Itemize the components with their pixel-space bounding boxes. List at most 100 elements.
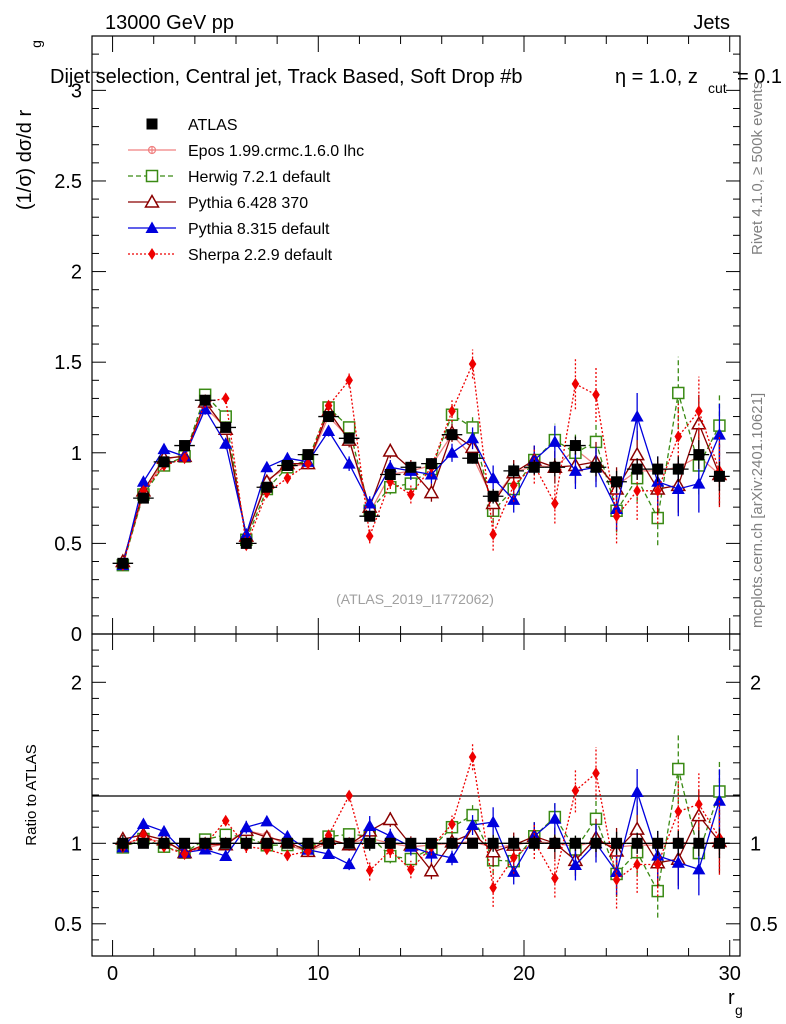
data-point <box>508 837 520 849</box>
data-point <box>304 457 312 470</box>
main-y-tick-label: 2.5 <box>54 171 82 193</box>
data-point <box>548 812 562 824</box>
data-point <box>631 837 643 849</box>
analysis-id: (ATLAS_2019_I1772062) <box>336 591 494 607</box>
data-point <box>631 463 643 475</box>
legend-item: Epos 1.99.crmc.1.6.0 lhc <box>128 143 364 160</box>
series-line <box>122 768 721 894</box>
data-point <box>674 805 683 818</box>
data-point <box>672 386 685 400</box>
data-point <box>633 484 641 497</box>
data-point <box>323 837 335 849</box>
data-point <box>382 442 399 457</box>
data-point <box>448 405 456 418</box>
data-point <box>343 837 355 849</box>
x-tick-label: 10 <box>307 963 329 985</box>
data-point <box>691 415 707 430</box>
series-line <box>122 392 720 566</box>
data-point <box>423 862 440 877</box>
plot-title-tail: = 0.1 <box>737 66 782 88</box>
data-point <box>260 814 274 827</box>
data-point <box>630 785 644 797</box>
data-point <box>405 461 417 473</box>
data-point <box>712 428 726 440</box>
legend-marker <box>147 145 157 155</box>
main-y-tick-label: 0.5 <box>54 533 82 555</box>
data-point <box>382 811 399 826</box>
main-y-label-sub: g <box>28 40 44 48</box>
data-point <box>219 437 233 449</box>
data-point <box>713 470 725 482</box>
data-point <box>571 784 580 797</box>
data-point <box>693 449 705 461</box>
data-point <box>568 464 582 476</box>
data-point <box>281 837 293 849</box>
data-point <box>158 837 170 849</box>
data-point <box>179 440 191 452</box>
legend-marker <box>144 193 160 208</box>
main-y-tick-label: 0 <box>71 624 82 646</box>
data-point <box>157 824 171 837</box>
data-point <box>136 817 150 829</box>
legend-item: Pythia 6.428 370 <box>128 193 308 212</box>
data-point <box>158 456 170 468</box>
data-point <box>489 881 497 894</box>
data-point <box>692 862 706 875</box>
data-point <box>364 837 376 849</box>
data-point <box>446 429 458 441</box>
category-label: Jets <box>693 12 730 34</box>
data-point <box>302 837 314 849</box>
data-point <box>220 421 232 433</box>
data-point <box>468 357 477 370</box>
data-point <box>240 837 252 849</box>
data-point <box>671 482 685 495</box>
rivet-label: Rivet 4.1.0, ≥ 500k events <box>749 82 766 255</box>
data-point <box>590 837 602 849</box>
data-point <box>345 789 353 802</box>
plot-title-eta: η = 1.0, z <box>615 66 698 88</box>
data-point <box>611 476 623 488</box>
ratio-series-group <box>112 733 730 918</box>
data-point <box>139 484 148 497</box>
data-point <box>364 510 376 522</box>
legend-marker-cross <box>148 146 156 154</box>
ratio-y-tick-label-right: 0.5 <box>750 914 778 936</box>
data-point <box>157 442 171 455</box>
data-point <box>283 849 292 862</box>
data-point <box>117 557 129 569</box>
data-point <box>590 461 602 473</box>
legend-label: Pythia 6.428 370 <box>188 195 308 212</box>
series-line <box>122 361 721 566</box>
data-point <box>528 837 540 849</box>
x-tick-label: 20 <box>513 963 535 985</box>
data-point <box>261 837 273 849</box>
data-point <box>629 821 645 835</box>
x-label: r <box>728 987 735 1009</box>
data-point <box>468 750 477 763</box>
data-point <box>611 837 623 849</box>
data-point <box>322 847 336 860</box>
ratio-plot-frame <box>91 633 741 957</box>
data-point <box>179 837 191 849</box>
data-point <box>551 497 559 510</box>
data-point <box>568 858 582 870</box>
data-point <box>365 530 374 543</box>
data-point <box>692 477 706 489</box>
legend-marker <box>148 248 156 260</box>
data-point <box>629 446 645 461</box>
plot-title-sub: cut <box>708 80 727 96</box>
data-point <box>342 857 356 870</box>
data-point <box>221 392 230 405</box>
data-point <box>220 837 232 849</box>
data-point <box>569 837 581 849</box>
data-point <box>695 798 703 811</box>
data-point <box>672 463 684 475</box>
series-ratio-0 <box>112 828 730 859</box>
data-point <box>180 452 189 465</box>
data-point <box>363 819 377 831</box>
data-point <box>610 502 624 514</box>
data-point <box>322 424 336 437</box>
data-point <box>549 461 561 473</box>
legend-label: Herwig 7.2.1 default <box>188 169 331 186</box>
data-point <box>487 490 499 502</box>
